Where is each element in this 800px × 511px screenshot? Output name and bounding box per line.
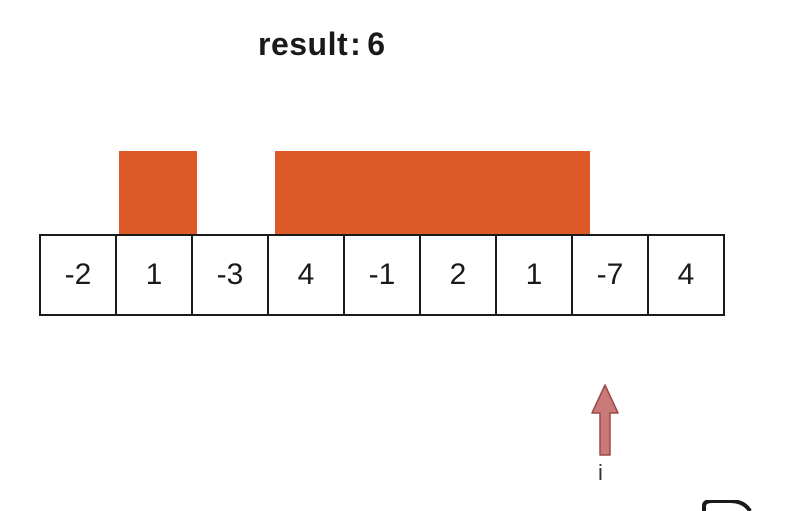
pointer-label: i xyxy=(598,460,603,485)
result-separator: : xyxy=(350,26,362,62)
array-cell-8: 4 xyxy=(647,234,725,316)
pointer-arrow-icon xyxy=(591,384,619,456)
highlight-bar-element-1 xyxy=(119,151,197,234)
highlight-bar-elements-3-to-6 xyxy=(275,151,590,234)
array-cell-5: 2 xyxy=(419,234,497,316)
array-cell-0: -2 xyxy=(39,234,117,316)
array-row: -2 1 -3 4 -1 2 1 -7 4 xyxy=(39,234,725,316)
result-title: result: 6 xyxy=(258,26,386,63)
array-cell-2: -3 xyxy=(191,234,269,316)
array-cell-1: 1 xyxy=(115,234,193,316)
result-value: 6 xyxy=(367,26,386,62)
array-cell-7: -7 xyxy=(571,234,649,316)
result-label: result xyxy=(258,26,349,62)
array-cell-4: -1 xyxy=(343,234,421,316)
array-cell-6: 1 xyxy=(495,234,573,316)
partial-shape-icon xyxy=(702,500,752,511)
array-cell-3: 4 xyxy=(267,234,345,316)
